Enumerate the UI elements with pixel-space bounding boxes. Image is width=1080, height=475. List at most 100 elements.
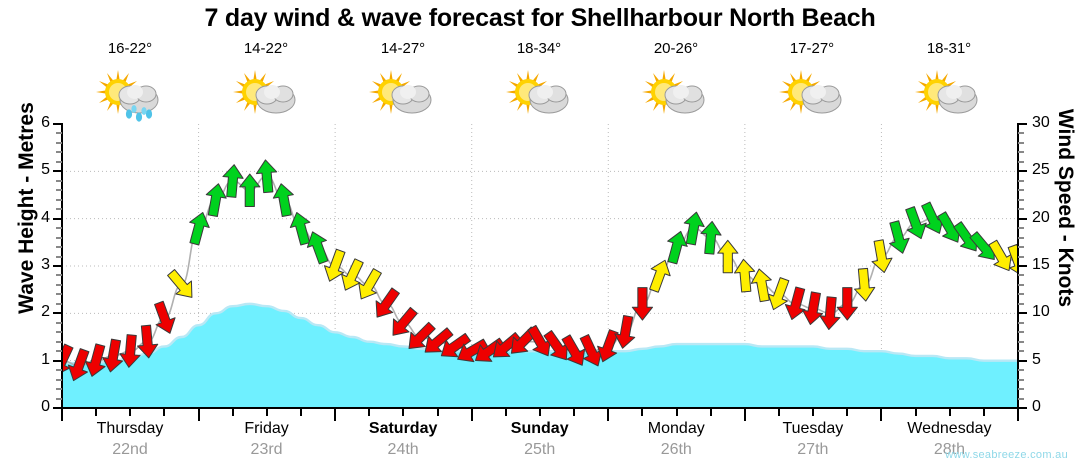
left-tick-label-6: 6 xyxy=(41,114,50,131)
left-tick-minor xyxy=(56,255,62,258)
right-tick-label-30: 30 xyxy=(1032,114,1050,131)
left-tick-label-4: 4 xyxy=(41,208,50,226)
sun-cloud-icon xyxy=(608,62,744,124)
right-tick-15 xyxy=(1018,265,1027,267)
left-tick-minor xyxy=(56,141,62,144)
right-tick-minor xyxy=(1018,340,1024,343)
temp-range-0: 16-22° xyxy=(107,40,153,57)
day-label-tuesday: Tuesday 27th xyxy=(745,419,881,460)
left-tick-minor xyxy=(56,227,62,230)
left-tick-minor xyxy=(56,198,62,201)
right-tick-minor xyxy=(1018,236,1024,239)
left-tick-minor xyxy=(56,321,62,324)
x-tick xyxy=(709,409,712,416)
x-tick xyxy=(743,409,746,421)
x-tick xyxy=(641,409,644,416)
day-name: Saturday xyxy=(368,420,438,437)
left-tick-minor xyxy=(56,246,62,249)
left-tick-3 xyxy=(53,265,62,267)
right-tick-minor xyxy=(1018,189,1024,192)
left-tick-label-0: 0 xyxy=(41,398,50,415)
right-tick-minor xyxy=(1018,198,1024,201)
x-tick xyxy=(573,409,576,416)
wave-height-area xyxy=(62,302,1018,408)
x-tick xyxy=(231,409,234,416)
x-tick xyxy=(436,409,439,416)
temperature-row: 16-22° 14-22° 14-27° 18-34° 20-26° 17-27… xyxy=(0,40,1080,62)
x-tick xyxy=(368,409,371,416)
right-tick-10 xyxy=(1018,312,1027,315)
watermark: www.seabreeze.com.au xyxy=(945,449,1068,461)
left-tick-minor xyxy=(56,160,62,163)
temp-range-5: 17-27° xyxy=(789,40,835,57)
day-name: Wednesday xyxy=(907,420,992,437)
left-tick-1 xyxy=(53,359,62,362)
wind-direction-arrows xyxy=(62,159,1018,382)
left-tick-minor xyxy=(56,350,62,353)
right-tick-label-20: 20 xyxy=(1032,208,1050,226)
right-tick-minor xyxy=(1018,141,1024,144)
left-tick-6 xyxy=(53,123,62,125)
day-date: 25th xyxy=(524,441,556,458)
x-tick xyxy=(812,409,815,416)
sun-cloud-icon xyxy=(745,62,881,124)
day-date: 26th xyxy=(660,441,692,458)
day-name: Tuesday xyxy=(782,420,844,437)
right-tick-minor xyxy=(1018,246,1024,249)
x-tick xyxy=(675,409,678,416)
right-tick-minor xyxy=(1018,179,1024,182)
day-date: 22nd xyxy=(112,441,148,458)
left-tick-minor xyxy=(56,283,62,286)
left-axis-line xyxy=(61,123,63,409)
left-tick-label-2: 2 xyxy=(41,303,50,321)
sun-cloud-icon xyxy=(199,62,335,124)
x-tick xyxy=(163,409,166,416)
left-tick-label-3: 3 xyxy=(41,256,50,273)
temp-range-4: 20-26° xyxy=(653,40,699,57)
left-tick-4 xyxy=(53,217,62,220)
right-tick-label-15: 15 xyxy=(1032,256,1050,273)
right-tick-minor xyxy=(1018,255,1024,258)
page-title: 7 day wind & wave forecast for Shellharb… xyxy=(204,4,876,32)
right-tick-minor xyxy=(1018,132,1024,135)
x-tick xyxy=(61,409,63,421)
right-tick-label-0: 0 xyxy=(1032,398,1041,415)
right-tick-minor xyxy=(1018,378,1024,381)
left-tick-5 xyxy=(53,170,62,173)
x-tick xyxy=(504,409,507,416)
x-tick xyxy=(982,409,985,416)
x-tick xyxy=(265,409,268,416)
right-tick-minor xyxy=(1018,283,1024,286)
left-tick-label-1: 1 xyxy=(41,350,50,368)
left-tick-minor xyxy=(56,397,62,400)
right-tick-30 xyxy=(1018,123,1027,125)
day-date: 23rd xyxy=(250,441,283,458)
right-tick-label-5: 5 xyxy=(1032,350,1041,368)
sun-cloud-icon xyxy=(472,62,608,124)
x-tick xyxy=(470,409,473,421)
temp-range-2: 14-27° xyxy=(380,40,426,57)
x-tick xyxy=(300,409,302,416)
day-name: Monday xyxy=(647,420,705,437)
x-tick xyxy=(607,409,610,421)
sun-cloud-icon xyxy=(335,62,471,124)
right-tick-minor xyxy=(1018,397,1024,400)
right-tick-20 xyxy=(1018,217,1027,220)
day-label-friday: Friday 23rd xyxy=(199,419,335,460)
right-tick-minor xyxy=(1018,369,1024,372)
left-tick-minor xyxy=(56,340,62,343)
right-tick-minor xyxy=(1018,227,1024,230)
left-tick-minor xyxy=(56,236,62,239)
day-name: Thursday xyxy=(96,420,164,437)
x-tick xyxy=(95,409,98,416)
day-date: 28th xyxy=(933,441,965,458)
left-tick-minor xyxy=(56,369,62,372)
right-tick-label-25: 25 xyxy=(1032,161,1050,179)
right-tick-minor xyxy=(1018,293,1024,296)
day-label-saturday: Saturday 24th xyxy=(335,419,471,460)
day-name: Friday xyxy=(244,420,289,437)
right-tick-0 xyxy=(1018,407,1027,409)
weather-icon-row xyxy=(0,62,1080,124)
plot-area xyxy=(62,124,1018,408)
x-tick xyxy=(334,409,337,421)
